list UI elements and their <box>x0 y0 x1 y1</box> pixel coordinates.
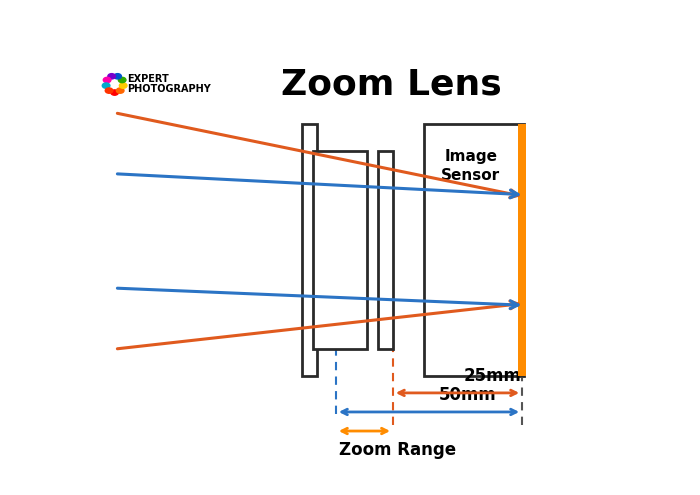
Circle shape <box>118 77 126 83</box>
Bar <box>424 124 524 376</box>
Circle shape <box>104 77 111 83</box>
Text: 25mm: 25mm <box>464 367 522 385</box>
Text: EXPERT: EXPERT <box>127 74 169 84</box>
Circle shape <box>108 74 116 79</box>
Circle shape <box>105 88 113 93</box>
Bar <box>518 124 526 376</box>
Text: Zoom Range: Zoom Range <box>339 441 456 459</box>
Circle shape <box>116 88 124 93</box>
Text: Image
Sensor: Image Sensor <box>441 149 500 183</box>
Bar <box>378 151 393 349</box>
Circle shape <box>114 74 121 79</box>
Circle shape <box>111 90 118 95</box>
Bar <box>302 124 317 376</box>
Text: PHOTOGRAPHY: PHOTOGRAPHY <box>127 84 211 94</box>
Text: 50mm: 50mm <box>438 386 496 404</box>
Circle shape <box>102 83 110 88</box>
Circle shape <box>120 83 127 88</box>
Bar <box>313 151 367 349</box>
Text: Zoom Lens: Zoom Lens <box>281 67 502 101</box>
